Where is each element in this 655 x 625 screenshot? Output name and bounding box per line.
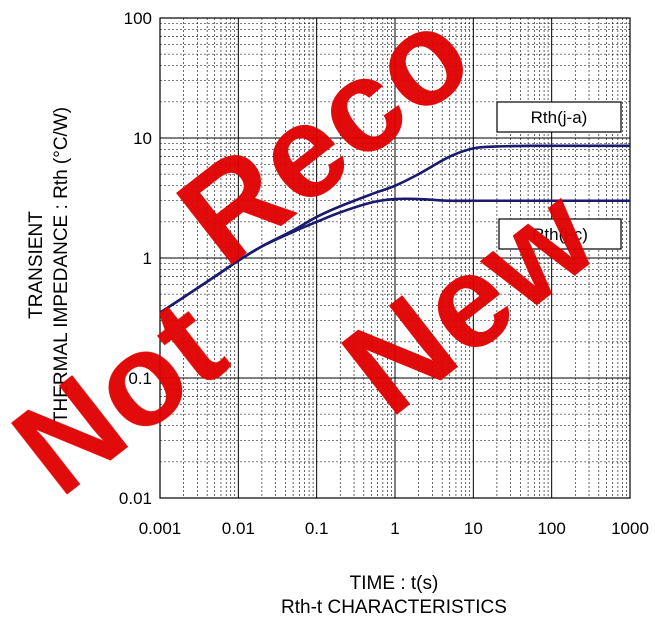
series-layer — [159, 144, 630, 314]
y-axis-title-line2: THERMAL IMPEDANCE : Rth (°C/W) — [51, 107, 72, 423]
plot-frame — [159, 17, 631, 499]
x-tick-label: 1 — [390, 519, 399, 538]
y-axis-title-line1: TRANSIENT — [26, 211, 47, 319]
y-tick-labels: 0.01 0.1 1 10 100 — [119, 9, 152, 508]
x-tick-label: 0.01 — [222, 519, 255, 538]
x-tick-label: 1000 — [611, 519, 649, 538]
x-tick-label: 100 — [537, 519, 565, 538]
x-axis-title: TIME : t(s) — [350, 573, 439, 594]
legend-rth-ja: Rth(j-a) — [496, 101, 622, 133]
y-tick-label: 10 — [133, 129, 152, 148]
x-tick-label: 10 — [464, 519, 483, 538]
y-tick-label: 100 — [124, 9, 152, 28]
x-tick-label: 0.1 — [305, 519, 329, 538]
legend-rth-jc: Rth(j-c) — [498, 218, 622, 250]
legend-label-rth-jc: Rth(j-c) — [532, 225, 588, 244]
y-tick-label: 0.1 — [128, 369, 152, 388]
legend-label-rth-ja: Rth(j-a) — [531, 108, 588, 127]
x-tick-label: 0.001 — [139, 519, 182, 538]
x-tick-labels: 0.001 0.01 0.1 1 10 100 1000 — [139, 519, 649, 538]
chart-title: Rth-t CHARACTERISTICS — [281, 597, 507, 618]
y-tick-label: 1 — [143, 249, 152, 268]
y-tick-label: 0.01 — [119, 489, 152, 508]
series-line-rth-jc — [159, 197, 630, 314]
